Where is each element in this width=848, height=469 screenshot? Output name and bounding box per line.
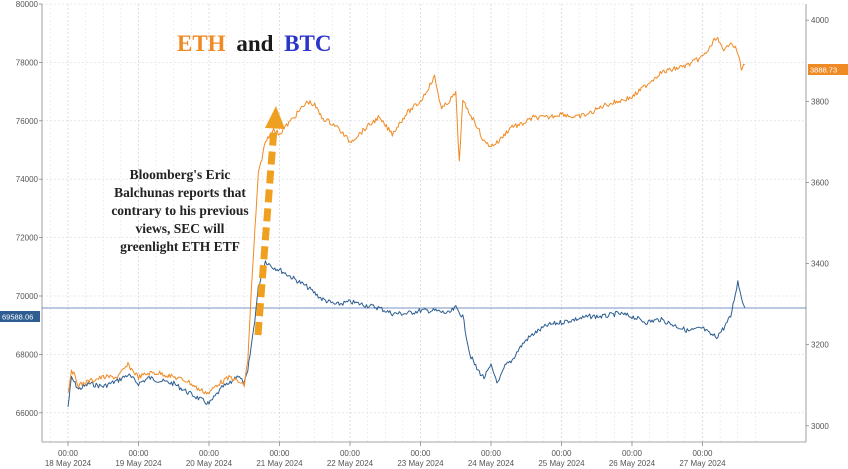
left-tick-label: 74000 [16, 175, 39, 184]
x-tick-date: 27 May 2024 [679, 459, 726, 468]
x-tick-date: 24 May 2024 [468, 459, 515, 468]
x-tick-date: 26 May 2024 [609, 459, 656, 468]
x-tick-time: 00:00 [410, 449, 431, 458]
left-tick-label: 66000 [16, 409, 39, 418]
x-tick-time: 00:00 [481, 449, 502, 458]
x-tick-time: 00:00 [340, 449, 361, 458]
left-tick-label: 72000 [16, 234, 39, 243]
right-axis: 3000 3200 3400 3600 3800 4000 [806, 16, 829, 431]
x-tick-time: 00:00 [692, 449, 713, 458]
chart-title: ETH and BTC [177, 31, 331, 56]
right-tick-label: 3000 [811, 422, 829, 431]
x-tick-date: 19 May 2024 [115, 459, 162, 468]
eth-last-value-tag: 3888.73 [808, 64, 848, 75]
x-tick-time: 00:00 [128, 449, 149, 458]
annotation-line-3: contrary to his previous [111, 203, 248, 218]
x-tick-time: 00:00 [58, 449, 79, 458]
annotation-line-1: Bloomberg's Eric [130, 167, 231, 182]
left-tick-label: 80000 [16, 0, 39, 9]
x-tick-date: 25 May 2024 [538, 459, 585, 468]
right-tick-label: 3600 [811, 178, 829, 187]
x-tick-time: 00:00 [622, 449, 643, 458]
btc-tag-box [0, 311, 40, 322]
right-tick-label: 3400 [811, 260, 829, 269]
arrow-shaft [254, 127, 278, 336]
x-tick-time: 00:00 [551, 449, 572, 458]
x-tick-time: 00:00 [269, 449, 290, 458]
right-tick-label: 3800 [811, 97, 829, 106]
right-tick-label: 3200 [811, 341, 829, 350]
eth-last-value: 3888.73 [810, 66, 837, 75]
left-axis: 66000 68000 70000 72000 74000 76000 78000 80000 [16, 0, 42, 418]
arrow-head [265, 106, 285, 129]
title-eth: ETH [177, 31, 226, 56]
left-tick-label: 76000 [16, 117, 39, 126]
title-and: and [236, 31, 273, 56]
eth-tag-box [808, 64, 848, 75]
left-tick-label: 70000 [16, 292, 39, 301]
annotation-arrow [254, 106, 285, 336]
annotation-line-5: greenlight ETH ETF [120, 239, 240, 254]
grid [41, 3, 807, 443]
x-tick-date: 23 May 2024 [397, 459, 444, 468]
btc-last-value: 69588.06 [2, 313, 33, 322]
annotation: Bloomberg's Eric Balchunas reports that … [111, 167, 248, 254]
x-tick-date: 18 May 2024 [45, 459, 92, 468]
title-btc: BTC [284, 31, 331, 56]
left-tick-label: 78000 [16, 58, 39, 67]
eth-series-line [67, 36, 746, 395]
x-tick-date: 22 May 2024 [327, 459, 374, 468]
right-tick-label: 4000 [811, 16, 829, 25]
annotation-line-4: views, SEC will [136, 221, 225, 236]
left-tick-label: 68000 [16, 350, 39, 359]
x-tick-date: 20 May 2024 [186, 459, 233, 468]
annotation-line-2: Balchunas reports that [114, 185, 246, 200]
btc-series-line [67, 260, 746, 407]
x-tick-date: 21 May 2024 [256, 459, 303, 468]
btc-last-value-tag: 69588.06 [0, 311, 40, 322]
x-tick-time: 00:00 [199, 449, 220, 458]
series-lines [67, 36, 746, 407]
